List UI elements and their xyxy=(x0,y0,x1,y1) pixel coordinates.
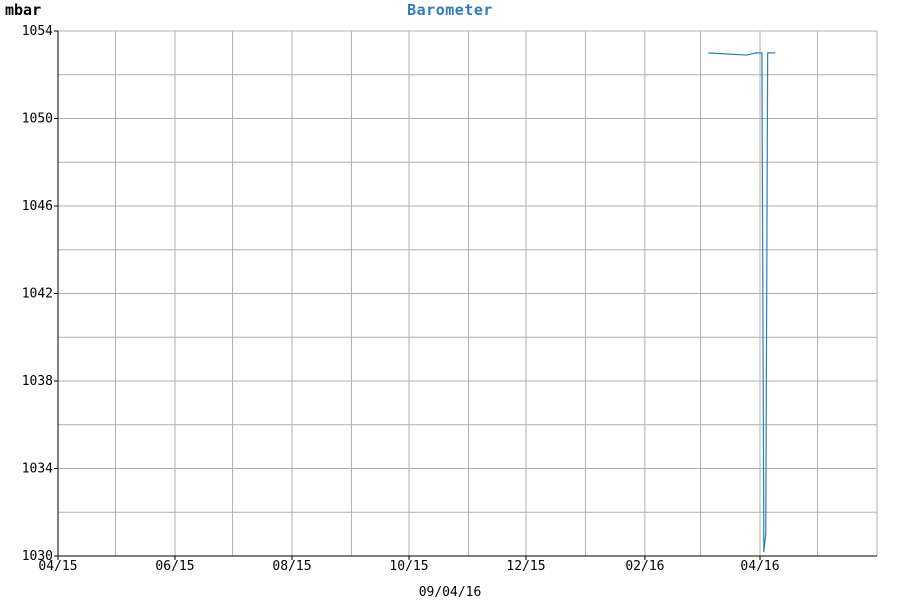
grid xyxy=(57,30,878,557)
x-tick-label: 04/15 xyxy=(38,559,77,574)
unit-label: mbar xyxy=(5,1,41,19)
y-tick-label: 1042 xyxy=(22,287,53,302)
y-tick-label: 1038 xyxy=(22,374,53,389)
y-tick-label: 1046 xyxy=(22,199,53,214)
y-tick-label: 1054 xyxy=(22,24,53,39)
x-tick-label: 10/15 xyxy=(389,559,428,574)
date-label: 09/04/16 xyxy=(419,585,482,600)
x-tick-label: 12/15 xyxy=(506,559,545,574)
chart-title: Barometer xyxy=(407,1,493,19)
y-tick-label: 1050 xyxy=(22,112,53,127)
x-tick-label: 02/16 xyxy=(625,559,664,574)
y-tick-label: 1030 xyxy=(22,549,53,564)
x-tick-label: 08/15 xyxy=(272,559,311,574)
x-axis: 04/15 06/15 08/15 10/15 12/15 02/16 04/16 xyxy=(38,556,780,574)
y-tick-label: 1034 xyxy=(22,462,53,477)
series-layer xyxy=(708,52,776,553)
x-tick-label: 06/15 xyxy=(155,559,194,574)
x-tick-label: 04/16 xyxy=(740,559,779,574)
y-axis: 1030 1034 1038 1042 1046 1050 1054 xyxy=(22,24,58,564)
series-line xyxy=(708,52,776,553)
